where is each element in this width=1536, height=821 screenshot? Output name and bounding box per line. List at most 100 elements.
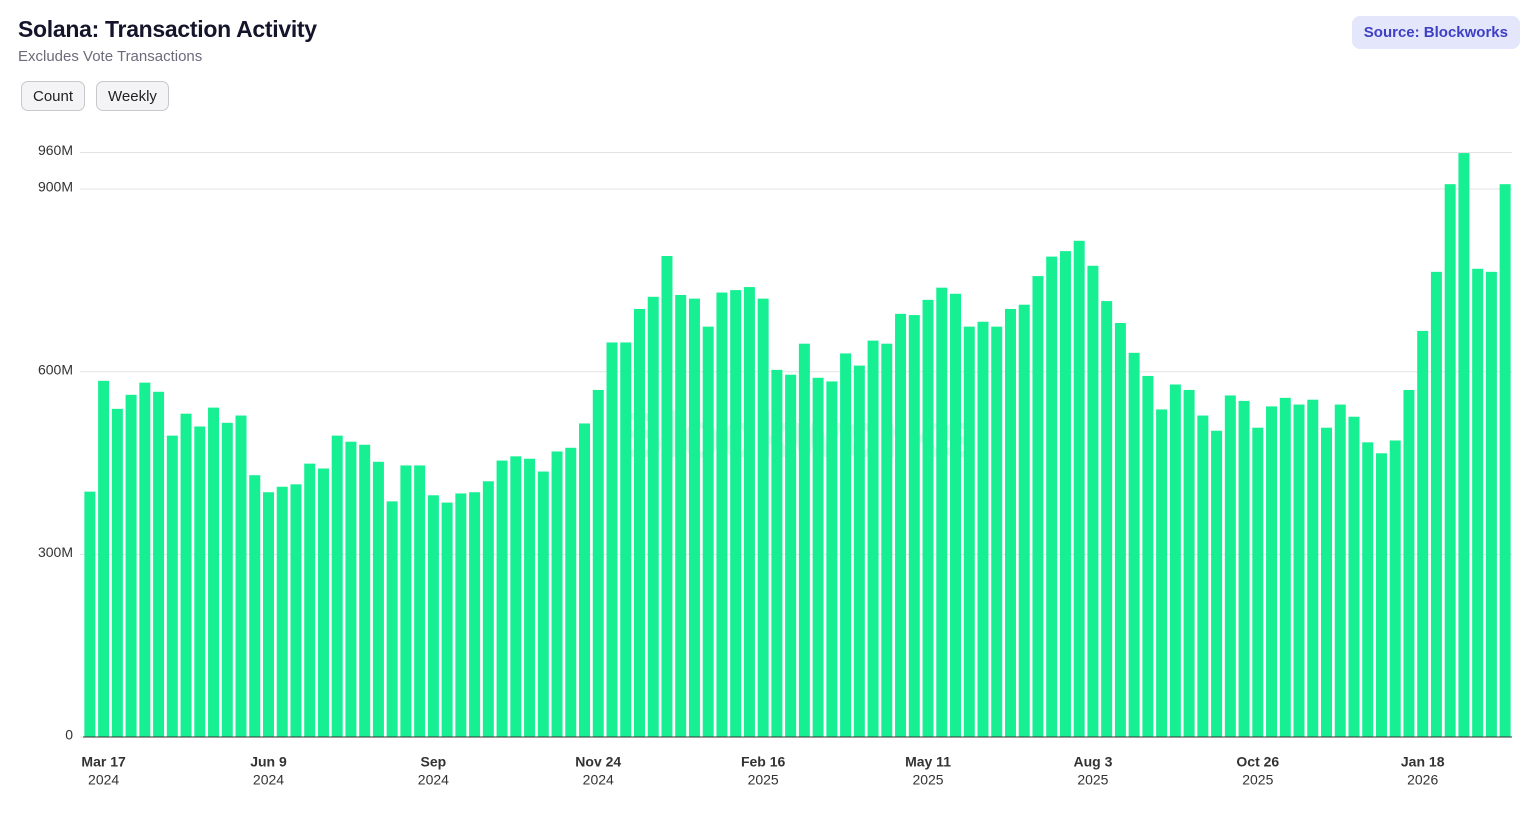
x-tick-year: 2024	[88, 772, 119, 788]
bar	[1307, 399, 1319, 737]
bar	[950, 293, 962, 737]
bar	[812, 377, 824, 737]
source-badge[interactable]: Source: Blockworks	[1351, 16, 1520, 49]
bar	[1334, 404, 1346, 737]
bar	[922, 299, 934, 737]
bar	[537, 471, 549, 737]
bar	[1321, 427, 1333, 737]
bar	[1348, 416, 1360, 737]
bar	[1211, 430, 1223, 737]
bar	[386, 501, 398, 737]
bar	[194, 426, 206, 737]
bar	[1169, 384, 1181, 737]
bar	[1417, 330, 1429, 737]
x-tick-year: 2025	[912, 772, 943, 788]
bar	[977, 321, 989, 737]
x-tick-label: Oct 26	[1236, 754, 1279, 770]
bar	[496, 460, 508, 737]
count-button[interactable]: Count	[21, 81, 86, 111]
bar	[524, 458, 536, 737]
bar	[1197, 415, 1209, 737]
bar	[675, 294, 687, 737]
bar	[1389, 440, 1401, 737]
bar	[840, 353, 852, 737]
bar	[1087, 265, 1099, 737]
x-tick-year: 2024	[583, 772, 614, 788]
bar	[98, 380, 110, 737]
bar	[716, 292, 728, 737]
bar	[1485, 271, 1497, 737]
bar	[180, 413, 192, 737]
bar	[139, 382, 151, 737]
bar	[991, 326, 1003, 737]
bar	[743, 287, 755, 737]
bar	[565, 447, 577, 737]
bar	[1403, 389, 1415, 737]
bar	[1279, 397, 1291, 737]
bar	[400, 465, 412, 737]
x-tick-label: Nov 24	[575, 754, 621, 770]
bar	[1266, 406, 1278, 737]
x-tick-label: Jun 9	[250, 754, 287, 770]
bar	[785, 374, 797, 737]
bar	[867, 340, 879, 737]
bar	[1499, 184, 1511, 738]
y-tick-label: 960M	[38, 142, 73, 158]
x-tick-label: Aug 3	[1073, 754, 1112, 770]
bar	[427, 495, 439, 737]
bar	[359, 444, 371, 737]
bar	[414, 465, 426, 737]
y-tick-label: 300M	[38, 544, 73, 560]
bar	[1046, 256, 1058, 737]
bar	[276, 486, 288, 737]
bar	[166, 435, 178, 737]
bar	[1472, 268, 1484, 737]
bar	[235, 415, 247, 737]
bar	[1252, 427, 1264, 737]
bar	[826, 381, 838, 737]
bar	[111, 408, 123, 737]
bar	[1032, 276, 1044, 737]
bar	[153, 391, 165, 737]
bar	[798, 343, 810, 737]
bar	[510, 456, 522, 737]
bar	[345, 441, 357, 737]
bar	[551, 451, 563, 737]
bar	[579, 423, 591, 737]
subtitle: Excludes Vote Transactions	[18, 48, 203, 65]
x-tick-year: 2025	[1242, 772, 1273, 788]
bar	[895, 313, 907, 737]
bar	[262, 492, 274, 737]
bar	[730, 290, 742, 737]
bar	[1101, 301, 1113, 737]
bar	[221, 422, 233, 737]
bar	[757, 298, 769, 737]
bar	[1156, 409, 1168, 737]
x-tick-label: May 11	[905, 754, 951, 770]
bar	[853, 365, 865, 737]
bar	[84, 491, 96, 737]
bar	[1142, 375, 1154, 737]
bar	[469, 492, 481, 737]
bar	[290, 484, 302, 737]
bar	[620, 342, 632, 737]
weekly-button[interactable]: Weekly	[96, 81, 169, 111]
bar	[1444, 184, 1456, 738]
bar	[702, 326, 714, 737]
bar	[1293, 404, 1305, 737]
y-tick-label: 600M	[38, 361, 73, 377]
bar	[317, 468, 329, 737]
bar	[1238, 400, 1250, 737]
bar	[208, 407, 220, 737]
x-tick-label: Sep	[421, 754, 447, 770]
bar	[633, 308, 645, 737]
bar	[249, 475, 261, 737]
bar	[331, 435, 343, 737]
bar	[125, 394, 137, 737]
bar	[1375, 453, 1387, 737]
bar	[1004, 308, 1016, 737]
bar	[1430, 271, 1442, 737]
bar	[1362, 442, 1374, 737]
